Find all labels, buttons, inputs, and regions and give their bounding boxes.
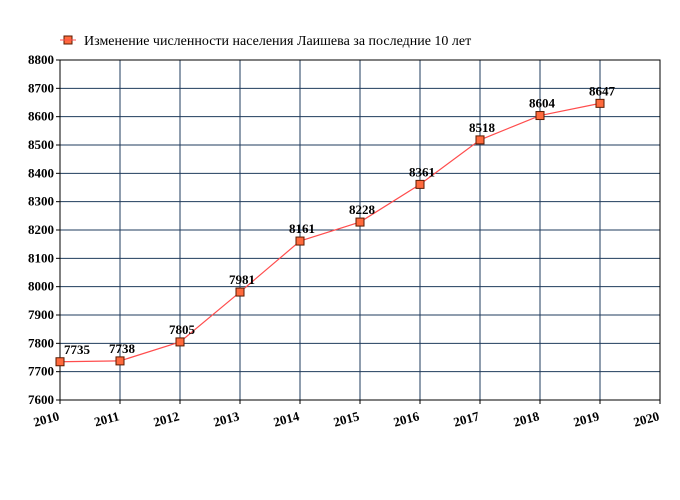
data-point (595, 98, 605, 108)
data-label: 8228 (349, 202, 376, 217)
data-point (235, 287, 245, 297)
data-point (55, 357, 65, 367)
y-tick-label: 8600 (28, 109, 54, 124)
data-point (115, 356, 125, 366)
data-point (535, 111, 545, 121)
legend-label: Изменение численности населения Лаишева … (84, 34, 471, 49)
x-axis-ticks: 2010 2011 2012 2013 2014 2015 2016 2017 2018 2019… (32, 400, 661, 430)
y-tick-label: 8100 (28, 250, 54, 265)
data-point (475, 135, 485, 145)
data-label: 7981 (229, 272, 255, 287)
y-tick-label: 8700 (28, 80, 54, 95)
data-point (415, 179, 425, 189)
data-label: 8647 (589, 83, 616, 98)
data-label: 8161 (289, 221, 315, 236)
data-point (355, 217, 365, 227)
x-tick-label: 2015 (332, 408, 361, 429)
y-tick-label: 7600 (28, 392, 54, 407)
y-tick-label: 8200 (28, 222, 54, 237)
x-tick-label: 2020 (632, 408, 661, 429)
data-label: 8361 (409, 164, 435, 179)
y-tick-label: 7800 (28, 335, 54, 350)
y-tick-label: 8000 (28, 279, 54, 294)
data-label: 7738 (109, 341, 136, 356)
y-tick-label: 8300 (28, 194, 54, 209)
x-tick-label: 2012 (152, 408, 181, 429)
x-tick-label: 2010 (32, 408, 61, 429)
x-tick-label: 2013 (212, 408, 241, 429)
x-tick-label: 2014 (272, 408, 301, 429)
grid-lines (59, 59, 661, 401)
x-tick-label: 2019 (572, 408, 601, 429)
y-tick-label: 7700 (28, 364, 54, 379)
x-tick-label: 2017 (452, 408, 481, 429)
data-label: 7735 (64, 342, 91, 357)
data-label: 8604 (529, 96, 556, 111)
x-tick-label: 2018 (512, 408, 541, 429)
data-point (175, 337, 185, 347)
series-population: 7735 7738 7805 7981 8161 8228 8361 8518 8604 8647 (55, 83, 616, 367)
data-label: 7805 (169, 322, 196, 337)
y-tick-label: 8800 (28, 52, 54, 67)
series-line (59, 102, 601, 363)
data-label: 8518 (469, 120, 496, 135)
y-tick-label: 8400 (28, 165, 54, 180)
y-axis-ticks: 7600 7700 7800 7900 8000 8100 8200 8300 8400 8500… (28, 52, 60, 407)
data-point (295, 236, 305, 246)
x-tick-label: 2011 (92, 408, 120, 429)
x-tick-label: 2016 (392, 408, 421, 429)
chart-legend: Изменение численности населения Лаишева … (60, 34, 471, 49)
y-tick-label: 7900 (28, 307, 54, 322)
y-tick-label: 8500 (28, 137, 54, 152)
